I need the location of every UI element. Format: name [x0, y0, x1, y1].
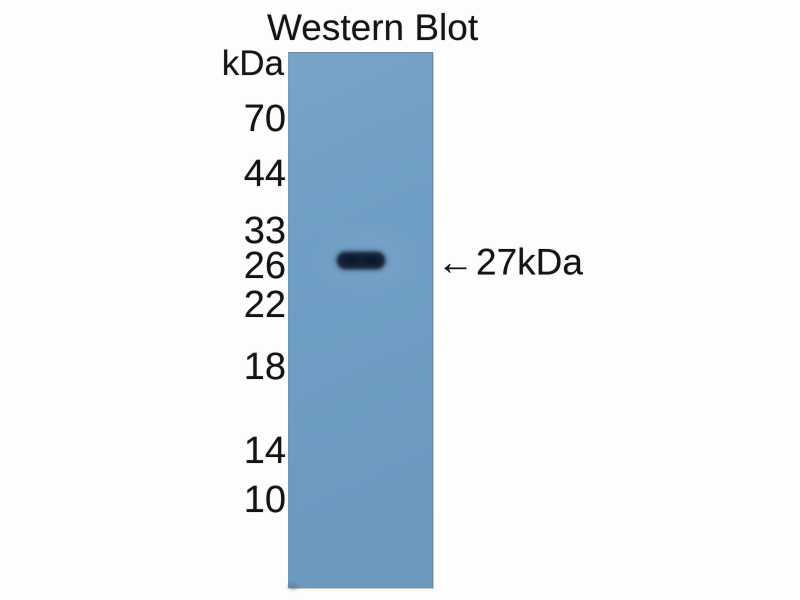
protein-band	[337, 251, 385, 269]
ladder-marker-70: 70	[243, 98, 286, 140]
ladder: 70 44 33 26 22 18 14 10	[0, 0, 286, 600]
ladder-marker-14: 14	[243, 430, 286, 472]
band-annotation: ←27kDa	[437, 244, 583, 281]
ladder-marker-10: 10	[243, 479, 286, 521]
ladder-marker-18: 18	[243, 346, 286, 388]
figure-title: Western Blot	[267, 7, 479, 48]
kda-unit-label: kDa	[221, 44, 284, 83]
ladder-marker-26: 26	[243, 245, 286, 287]
ladder-marker-22: 22	[243, 284, 286, 326]
band-annotation-label: 27kDa	[476, 241, 583, 283]
left-arrow-icon: ←	[437, 241, 476, 283]
ladder-marker-44: 44	[243, 153, 286, 195]
ladder-marker-33: 33	[243, 210, 286, 252]
blot-lane	[288, 52, 433, 588]
